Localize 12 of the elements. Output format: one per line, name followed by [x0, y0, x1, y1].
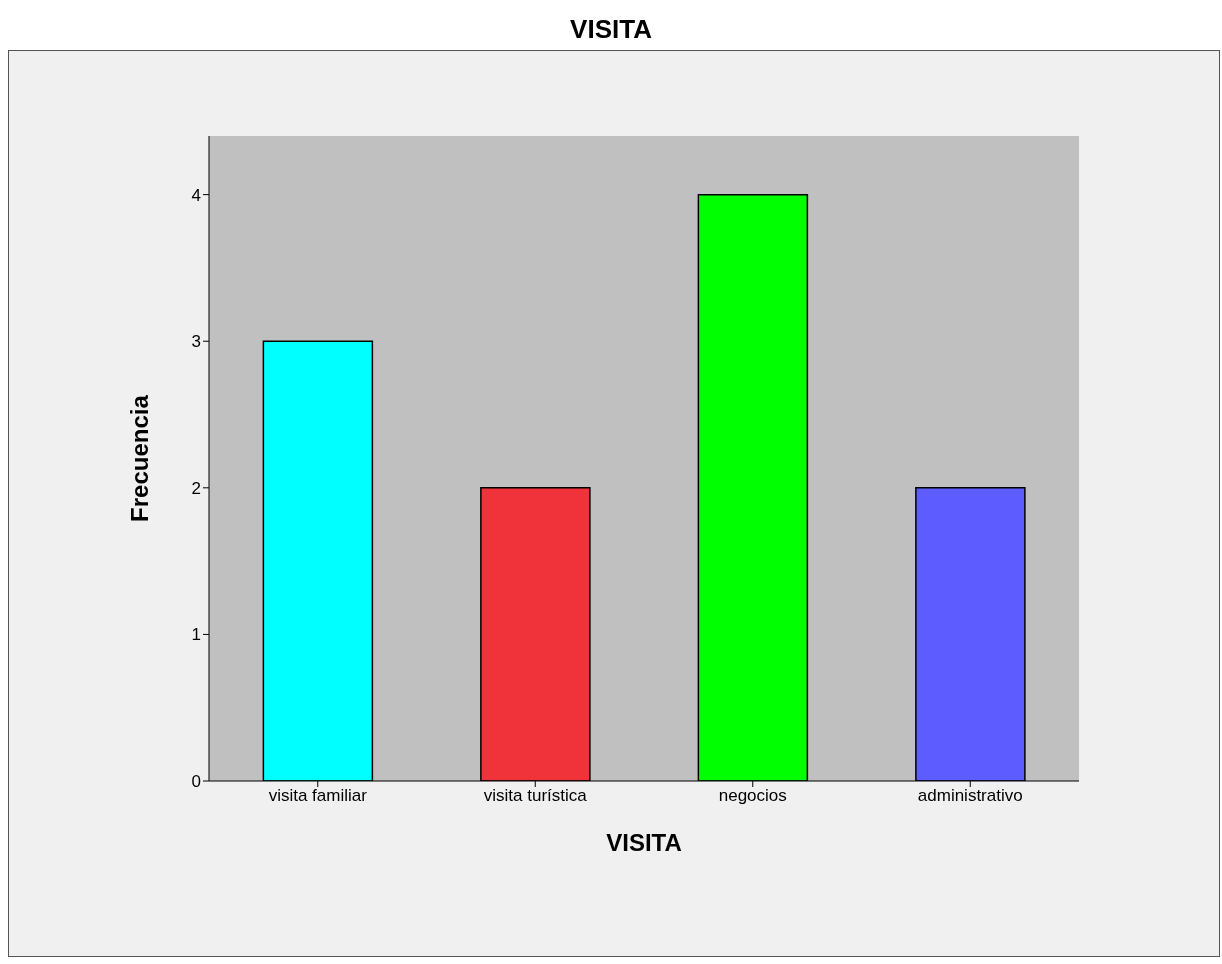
x-axis-title: VISITA	[606, 829, 682, 856]
y-tick-label: 1	[191, 625, 201, 645]
x-tick-label: administrativo	[917, 786, 1023, 806]
y-axis-title: Frecuencia	[125, 394, 153, 522]
y-tick-label: 3	[191, 332, 201, 352]
y-tick-label: 0	[191, 772, 201, 792]
x-tick-label: visita turística	[483, 786, 588, 806]
y-tick-label: 4	[191, 185, 201, 205]
y-tick-label: 2	[191, 478, 201, 498]
chart-title: VISITA	[569, 13, 653, 46]
x-tick-label: visita familiar	[268, 786, 368, 806]
x-tick-label: negocios	[718, 786, 787, 806]
